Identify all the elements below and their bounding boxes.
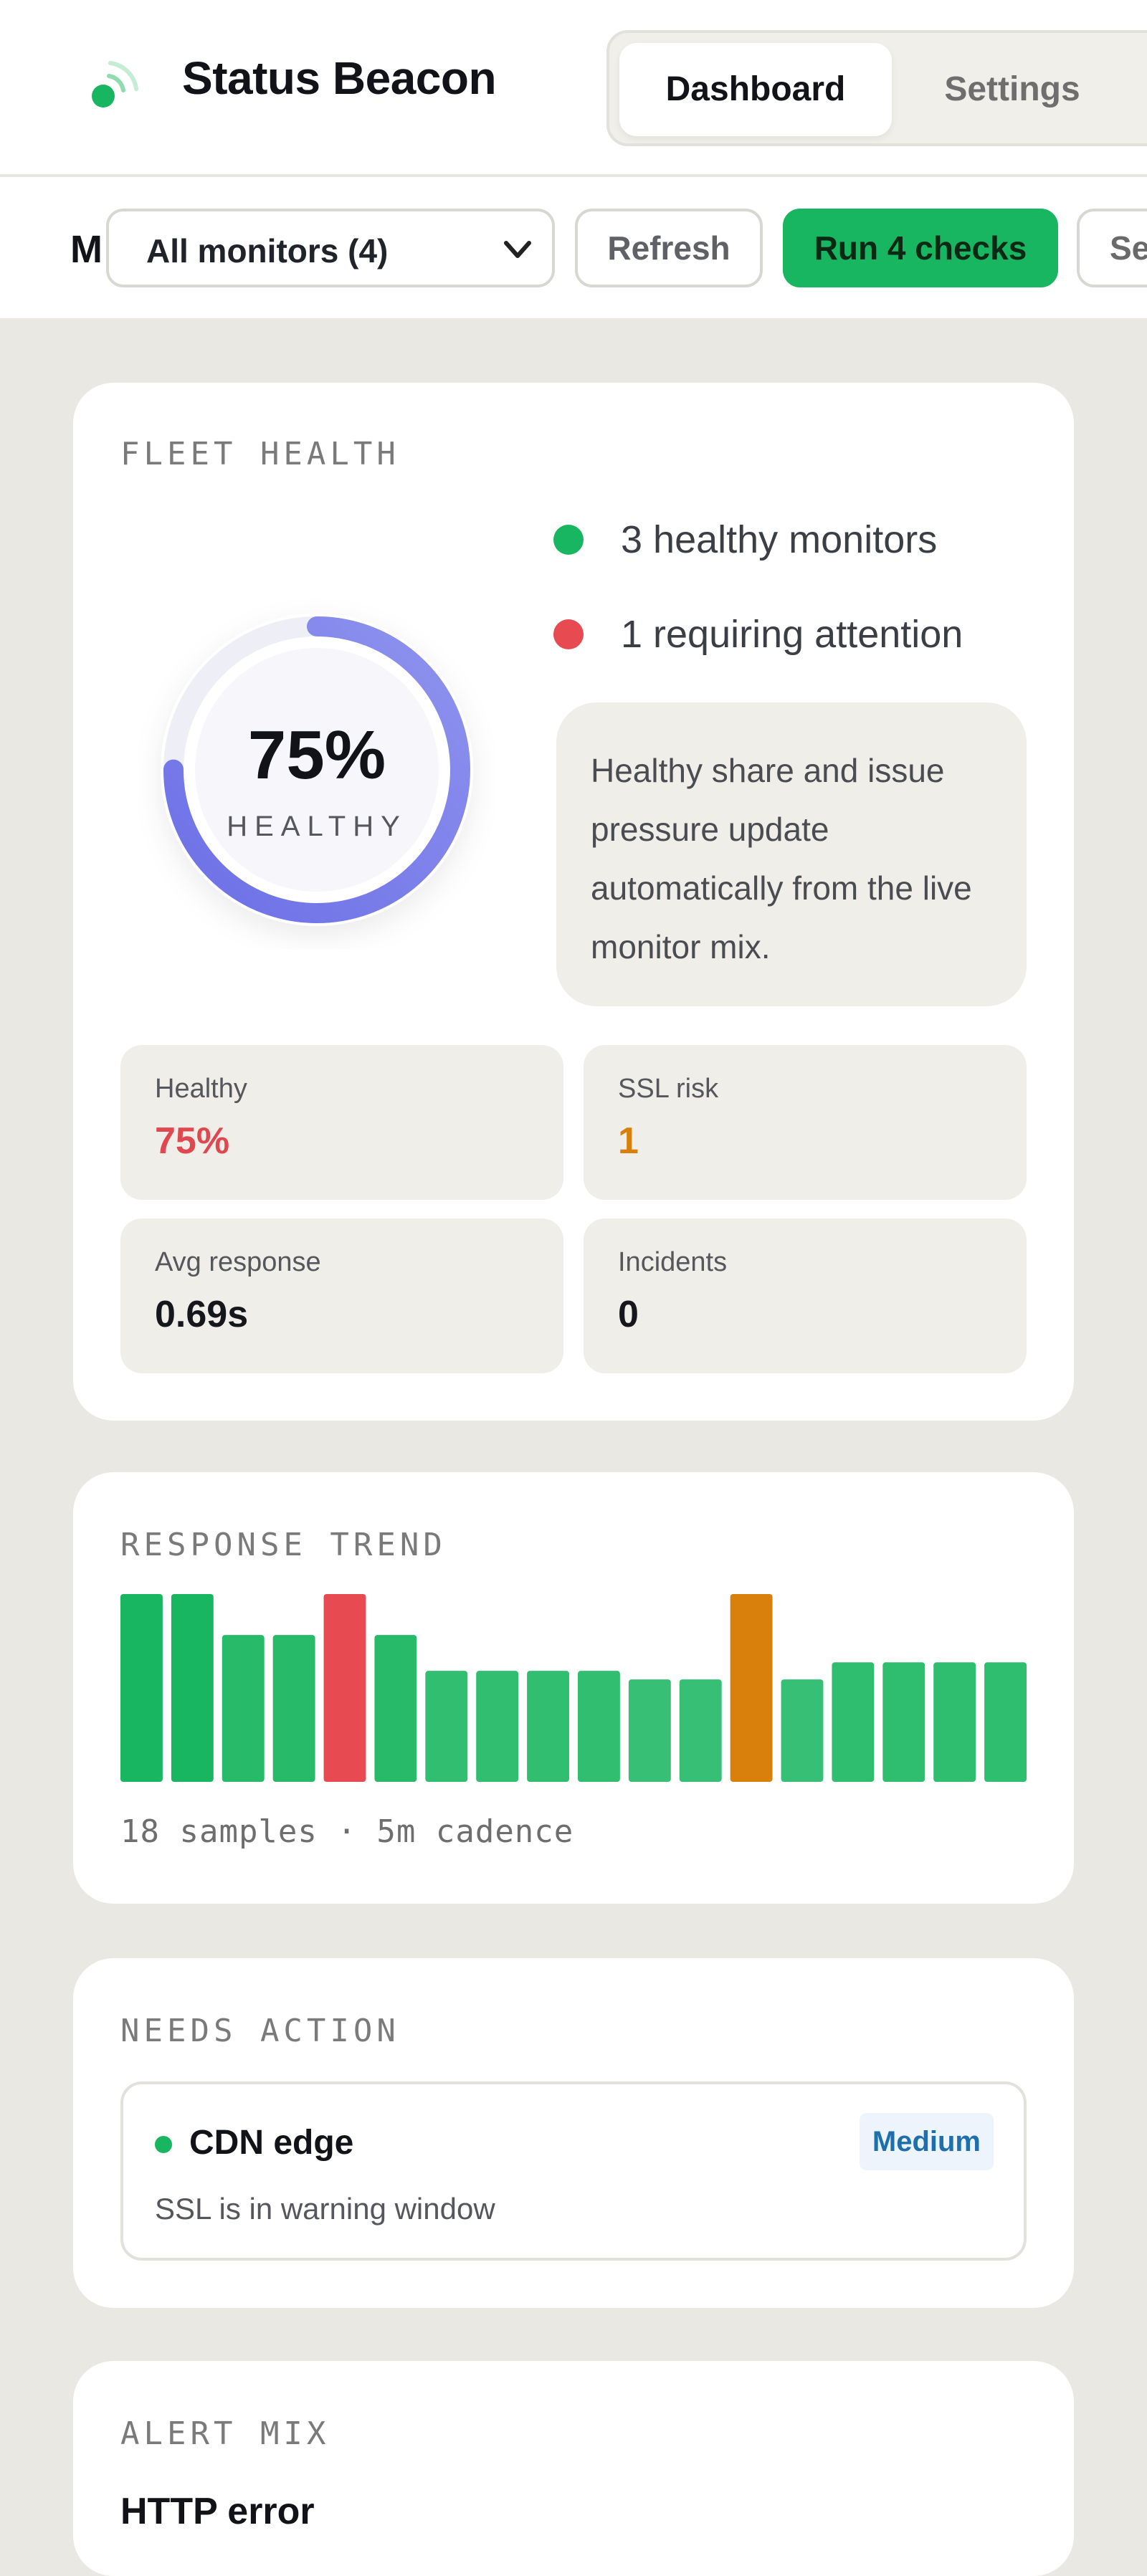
trend-caption: 18 samples · 5m cadence — [120, 1813, 574, 1850]
needs-action-title: NEEDS ACTION — [120, 2013, 400, 2049]
toolbar-lead-text: M — [70, 228, 103, 271]
health-note: Healthy share and issue pressure update … — [556, 702, 1027, 1006]
trend-bar — [171, 1594, 214, 1782]
trend-bar — [527, 1671, 569, 1782]
tab-dashboard[interactable]: Dashboard — [619, 43, 892, 136]
trend-bar — [120, 1594, 163, 1782]
health-gauge: 75% HEALTHY — [161, 614, 473, 926]
gauge-progress-arc — [163, 616, 470, 923]
stat-label: Healthy — [155, 1074, 247, 1104]
alert-mix-first-label: HTTP error — [120, 2491, 315, 2532]
chevron-down-icon — [504, 241, 531, 258]
trend-bar — [730, 1594, 773, 1782]
stat-label: Incidents — [618, 1247, 728, 1277]
response-trend-card: RESPONSE TREND 18 samples · 5m cadence — [73, 1472, 1074, 1904]
gauge-label: HEALTHY — [227, 811, 407, 842]
refresh-button[interactable]: Refresh — [575, 209, 763, 287]
toolbar: M All monitors (4) Refresh Run 4 checks … — [0, 177, 1147, 318]
stat-value: 1 — [618, 1120, 639, 1162]
stat-ssl-risk: SSL risk 1 — [584, 1045, 1027, 1200]
action-item-detail: SSL is in warning window — [155, 2192, 495, 2226]
attention-dot-icon — [553, 619, 584, 649]
fleet-health-title: FLEET HEALTH — [120, 436, 400, 472]
settings-button[interactable]: Se — [1077, 209, 1147, 287]
status-dot-icon — [155, 2136, 172, 2153]
monitor-filter-select[interactable]: All monitors (4) — [106, 209, 555, 287]
stat-incidents: Incidents 0 — [584, 1218, 1027, 1373]
app-header: Status Beacon Dashboard Settings — [0, 0, 1147, 177]
fleet-health-card: FLEET HEALTH 75% HEALTHY 3 healthy monit… — [73, 383, 1074, 1421]
trend-bar — [425, 1671, 468, 1782]
trend-bar — [882, 1662, 925, 1782]
alert-mix-card: ALERT MIX HTTP error — [73, 2361, 1074, 2576]
trend-bar — [832, 1662, 875, 1782]
trend-bar — [679, 1679, 722, 1782]
beacon-logo-icon — [92, 61, 138, 108]
trend-bar — [578, 1671, 620, 1782]
stat-healthy: Healthy 75% — [120, 1045, 563, 1200]
trend-bar — [984, 1662, 1027, 1782]
legend-healthy-text: 3 healthy monitors — [621, 518, 938, 561]
run-checks-button[interactable]: Run 4 checks — [783, 209, 1058, 287]
healthy-dot-icon — [553, 525, 584, 555]
severity-badge: Medium — [859, 2113, 994, 2170]
trend-bar — [628, 1679, 671, 1782]
trend-bar — [476, 1671, 519, 1782]
trend-bar — [323, 1594, 366, 1782]
stat-avg-response: Avg response 0.69s — [120, 1218, 563, 1373]
monitor-filter-value: All monitors (4) — [146, 232, 389, 269]
stat-label: SSL risk — [618, 1074, 719, 1104]
stat-value: 75% — [155, 1120, 230, 1162]
stat-value: 0 — [618, 1294, 639, 1335]
trend-bar — [374, 1635, 417, 1782]
app-title: Status Beacon — [182, 52, 497, 104]
tab-settings[interactable]: Settings — [944, 70, 1080, 108]
response-trend-chart — [120, 1594, 1027, 1782]
response-trend-title: RESPONSE TREND — [120, 1527, 447, 1563]
action-item[interactable]: CDN edge Medium SSL is in warning window — [120, 2081, 1027, 2261]
trend-bar — [933, 1662, 976, 1782]
stat-label: Avg response — [155, 1247, 321, 1277]
action-item-name: CDN edge — [189, 2124, 354, 2162]
view-tabs: Dashboard Settings — [606, 30, 1147, 146]
gauge-value: 75% — [248, 717, 386, 793]
needs-action-card: NEEDS ACTION CDN edge Medium SSL is in w… — [73, 1958, 1074, 2308]
alert-mix-title: ALERT MIX — [120, 2415, 330, 2452]
trend-bar — [272, 1635, 315, 1782]
stat-value: 0.69s — [155, 1294, 249, 1335]
trend-bar — [222, 1635, 265, 1782]
trend-bar — [781, 1679, 824, 1782]
legend-attention-text: 1 requiring attention — [621, 613, 963, 656]
